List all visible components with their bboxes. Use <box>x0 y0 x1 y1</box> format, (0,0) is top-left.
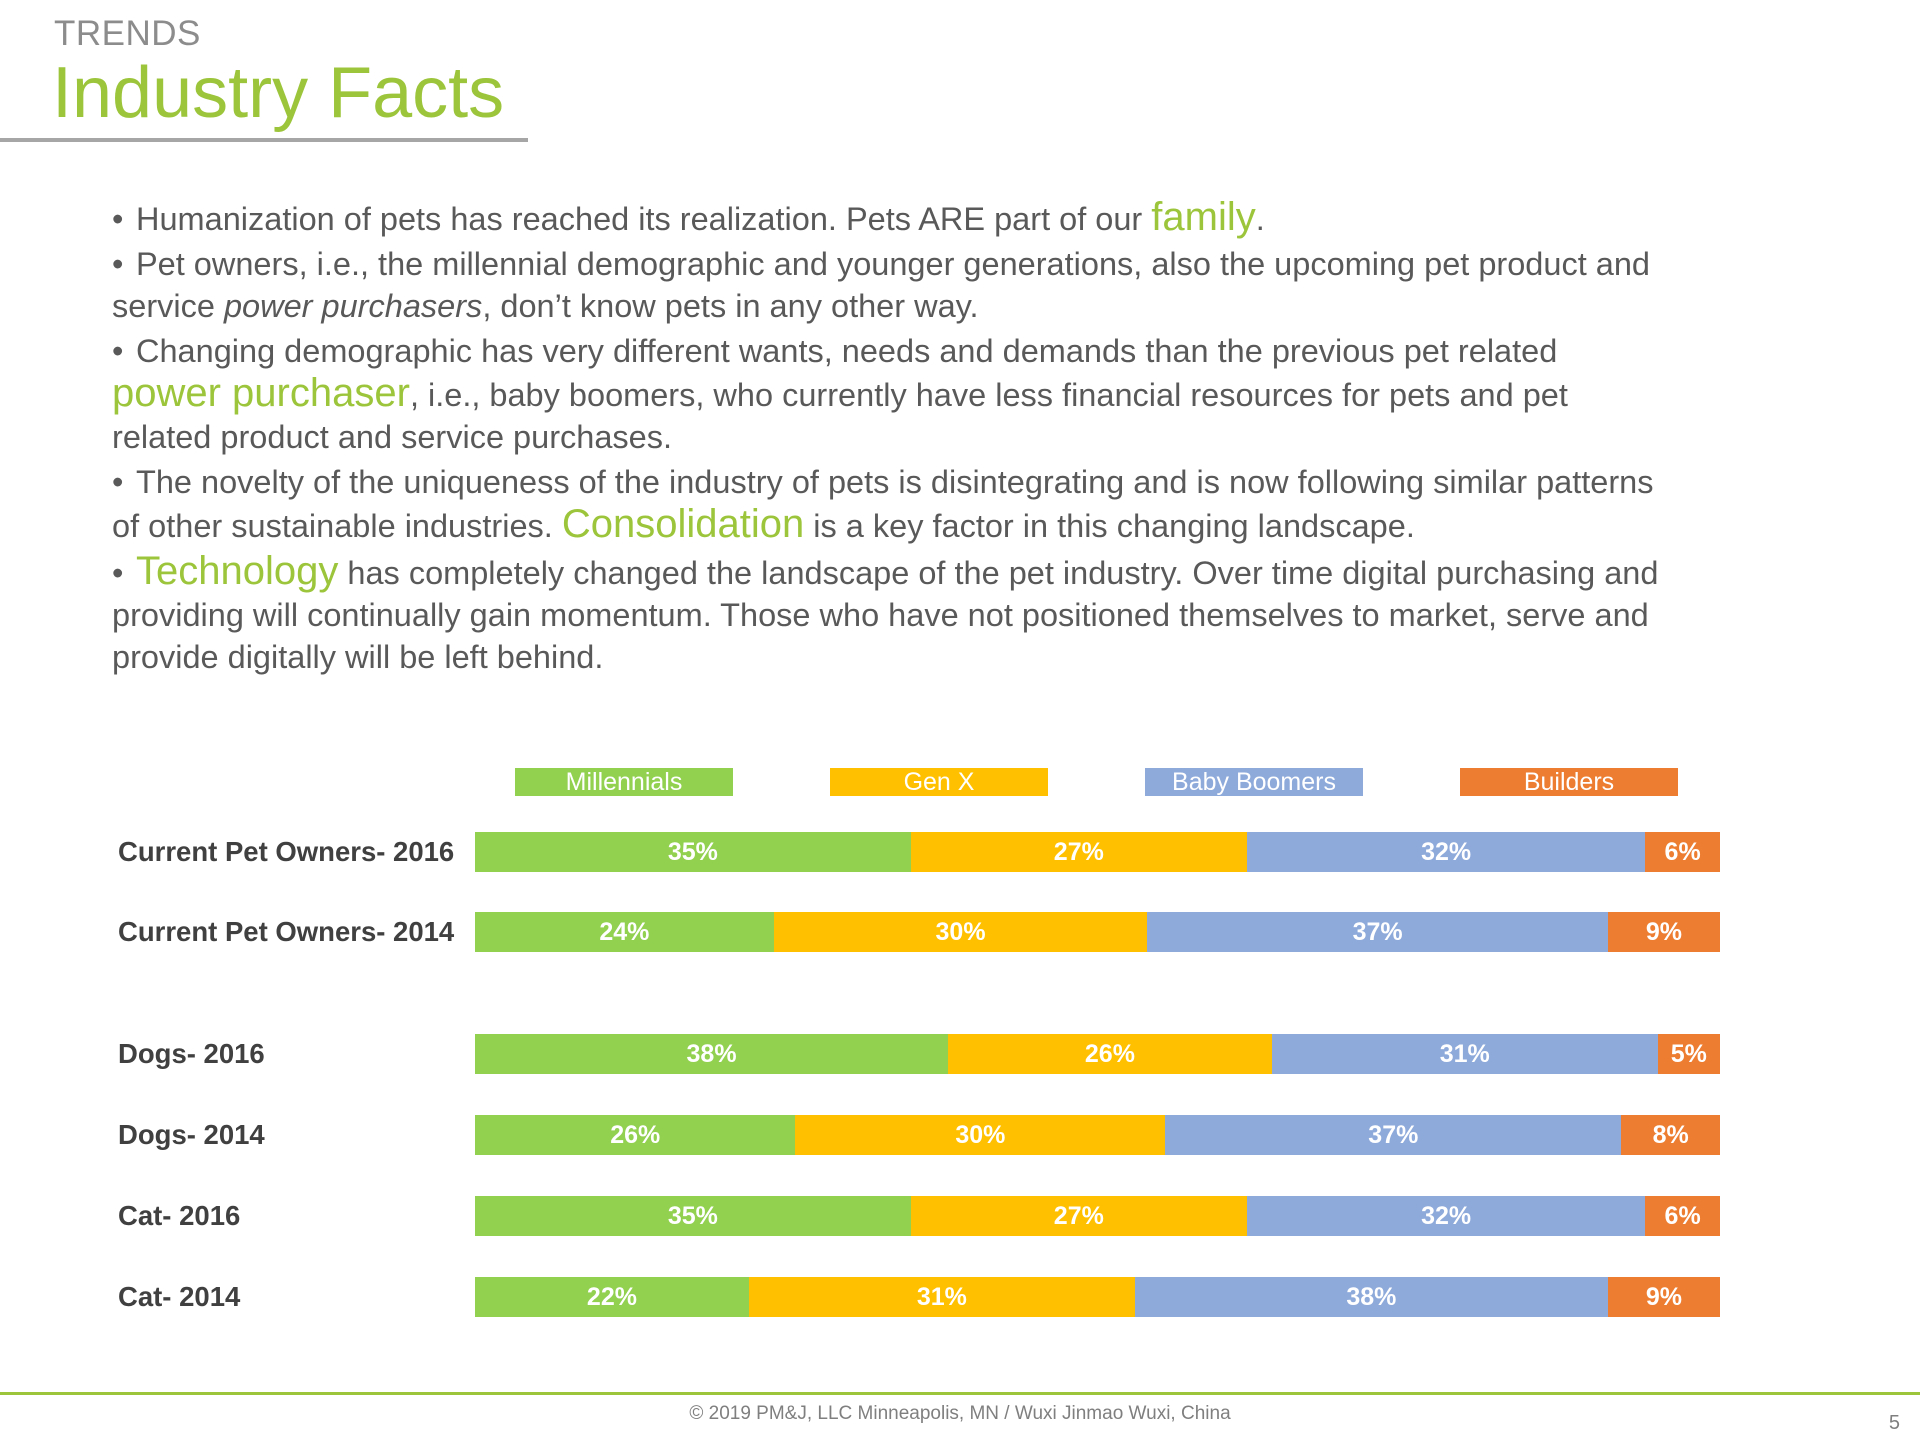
bullet-5: • Technology has completely changed the l… <box>112 549 1659 675</box>
bar-segment-baby-boomers: 37% <box>1147 912 1608 952</box>
bar-segment-millennials: 35% <box>475 832 911 872</box>
bullet-dot: • <box>112 464 124 500</box>
legend-baby-boomers: Baby Boomers <box>1145 768 1363 796</box>
bar-segment-millennials: 35% <box>475 1196 911 1236</box>
bar-segment-builders: 9% <box>1607 1277 1720 1317</box>
bar-segment-builders: 6% <box>1645 832 1720 872</box>
category-label: Current Pet Owners- 2014 <box>118 916 455 947</box>
highlight-word: power purchaser <box>112 371 410 415</box>
title-divider <box>0 138 528 142</box>
bar-segment-gen-x: 30% <box>773 912 1148 952</box>
bullet-3: • Changing demographic has very different… <box>112 330 1672 458</box>
legend-builders: Builders <box>1460 768 1678 796</box>
highlight-word: Consolidation <box>561 502 805 546</box>
bullet-4: • The novelty of the uniqueness of the in… <box>112 461 1672 547</box>
bullet-dot: • <box>112 555 124 591</box>
category-label: Current Pet Owners- 2016 <box>118 836 455 867</box>
bullet-dot: • <box>112 201 124 237</box>
bar-row: 35% 27% 32% 6% <box>475 1196 1720 1236</box>
bar-row: 24% 30% 37% 9% <box>475 912 1720 952</box>
page-number: 5 <box>1888 1412 1900 1434</box>
highlight-word: Technology <box>136 549 339 593</box>
category-label: Cat- 2014 <box>118 1281 241 1312</box>
category-label: Cat- 2016 <box>118 1200 241 1231</box>
page-title: Industry Facts <box>52 53 505 133</box>
bullet-2: • Pet owners, i.e., the millennial demogr… <box>112 243 1672 327</box>
footer-divider <box>0 1392 1920 1395</box>
bar-segment-builders: 8% <box>1621 1115 1720 1155</box>
bar-segment-gen-x: 30% <box>795 1115 1166 1155</box>
bullet-dot: • <box>112 333 124 369</box>
bullet-list: • Humanization of pets has reached its re… <box>112 196 1672 681</box>
bar-segment-millennials: 22% <box>475 1277 749 1317</box>
bar-segment-millennials: 38% <box>475 1034 949 1074</box>
section-kicker: TRENDS <box>54 14 201 53</box>
legend-gen-x: Gen X <box>830 768 1048 796</box>
bar-segment-gen-x: 31% <box>748 1277 1135 1317</box>
bar-segment-baby-boomers: 32% <box>1246 832 1646 872</box>
bar-segment-gen-x: 27% <box>910 1196 1247 1236</box>
highlight-word: family <box>1151 195 1256 239</box>
bullet-1: • Humanization of pets has reached its re… <box>112 195 1265 239</box>
bar-segment-millennials: 26% <box>475 1115 796 1155</box>
emphasis-text: power purchasers <box>223 288 483 324</box>
bar-segment-gen-x: 27% <box>910 832 1247 872</box>
bar-segment-builders: 5% <box>1657 1034 1720 1074</box>
category-label: Dogs- 2016 <box>118 1038 265 1069</box>
category-label: Dogs- 2014 <box>118 1119 265 1150</box>
bar-segment-baby-boomers: 31% <box>1271 1034 1658 1074</box>
bar-segment-builders: 6% <box>1645 1196 1720 1236</box>
bar-segment-baby-boomers: 37% <box>1165 1115 1622 1155</box>
bullet-dot: • <box>112 246 124 282</box>
legend-millennials: Millennials <box>515 768 733 796</box>
bar-row: 26% 30% 37% 8% <box>475 1115 1720 1155</box>
bar-segment-baby-boomers: 32% <box>1246 1196 1646 1236</box>
bar-segment-gen-x: 26% <box>948 1034 1272 1074</box>
bar-row: 22% 31% 38% 9% <box>475 1277 1720 1317</box>
bar-segment-builders: 9% <box>1607 912 1720 952</box>
bar-row: 38% 26% 31% 5% <box>475 1034 1720 1074</box>
footer-text: © 2019 PM&J, LLC Minneapolis, MN / Wuxi … <box>689 1403 1231 1424</box>
bar-segment-baby-boomers: 38% <box>1134 1277 1608 1317</box>
bar-row: 35% 27% 32% 6% <box>475 832 1720 872</box>
bar-segment-millennials: 24% <box>475 912 774 952</box>
